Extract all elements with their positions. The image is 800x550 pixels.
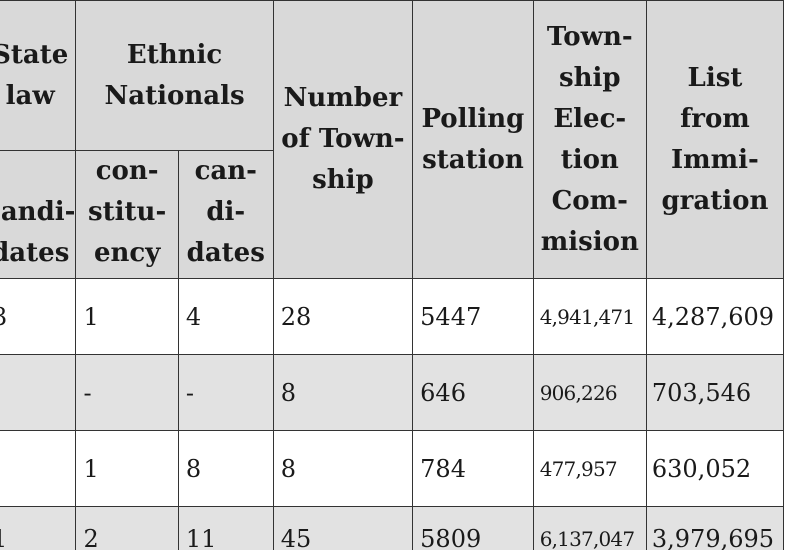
subheader-state-candidates: candi- dates bbox=[0, 150, 77, 279]
cell-constituency: 1 bbox=[75, 430, 179, 507]
cell-constituency: 1 bbox=[75, 278, 179, 355]
table-row: - - 8 646 906,226 703,546 bbox=[0, 354, 785, 431]
cell-immigration: 630,052 bbox=[645, 430, 785, 507]
cell-immigration: 4,287,609 bbox=[645, 278, 785, 355]
header-state-law: State law bbox=[0, 0, 77, 151]
cell-candidates: 8 bbox=[177, 430, 274, 507]
subheader-ethnic-candidates: can- di- dates bbox=[177, 150, 274, 279]
cell-immigration: 703,546 bbox=[645, 354, 785, 431]
cell-state-candidates: 3 bbox=[0, 278, 77, 355]
subheader-constituency: con- stitu- ency bbox=[75, 150, 179, 279]
cell-townships: 8 bbox=[272, 430, 414, 507]
cell-polling: 784 bbox=[412, 430, 534, 507]
cell-townships: 8 bbox=[272, 354, 414, 431]
cell-constituency: 2 bbox=[75, 506, 179, 550]
cell-townships: 45 bbox=[272, 506, 414, 550]
cell-polling: 646 bbox=[412, 354, 534, 431]
cell-candidates: 11 bbox=[177, 506, 274, 550]
cell-candidates: - bbox=[177, 354, 274, 431]
header-township-election-commission: Town- ship Elec- tion Com- mision bbox=[532, 0, 647, 279]
cell-polling: 5447 bbox=[412, 278, 534, 355]
cell-township-commission: 477,957 bbox=[532, 430, 647, 507]
cell-polling: 5809 bbox=[412, 506, 534, 550]
header-number-of-township: Number of Town- ship bbox=[272, 0, 414, 279]
cell-candidates: 4 bbox=[177, 278, 274, 355]
cell-immigration: 3,979,695 bbox=[645, 506, 785, 550]
cell-state-candidates: 1 bbox=[0, 506, 77, 550]
cell-state-candidates bbox=[0, 354, 77, 431]
header-ethnic-nationals: Ethnic Nationals bbox=[75, 0, 274, 151]
subheader-row: candi- dates con- stitu- ency can- di- d… bbox=[0, 150, 784, 279]
cell-township-commission: 906,226 bbox=[532, 354, 647, 431]
cell-constituency: - bbox=[75, 354, 179, 431]
header-row: State law Ethnic Nationals Number of Tow… bbox=[0, 0, 785, 279]
cell-township-commission: 4,941,471 bbox=[532, 278, 647, 355]
header-list-from-immigration: List from Immi- gration bbox=[645, 0, 785, 279]
table-row: 1 8 8 784 477,957 630,052 bbox=[0, 430, 785, 507]
table-row: 3 1 4 28 5447 4,941,471 4,287,609 bbox=[0, 278, 785, 355]
cell-townships: 28 bbox=[272, 278, 414, 355]
header-polling-station: Polling station bbox=[412, 0, 534, 279]
table-row: 1 2 11 45 5809 6,137,047 3,979,695 bbox=[0, 506, 785, 550]
cell-township-commission: 6,137,047 bbox=[532, 506, 647, 550]
cell-state-candidates bbox=[0, 430, 77, 507]
